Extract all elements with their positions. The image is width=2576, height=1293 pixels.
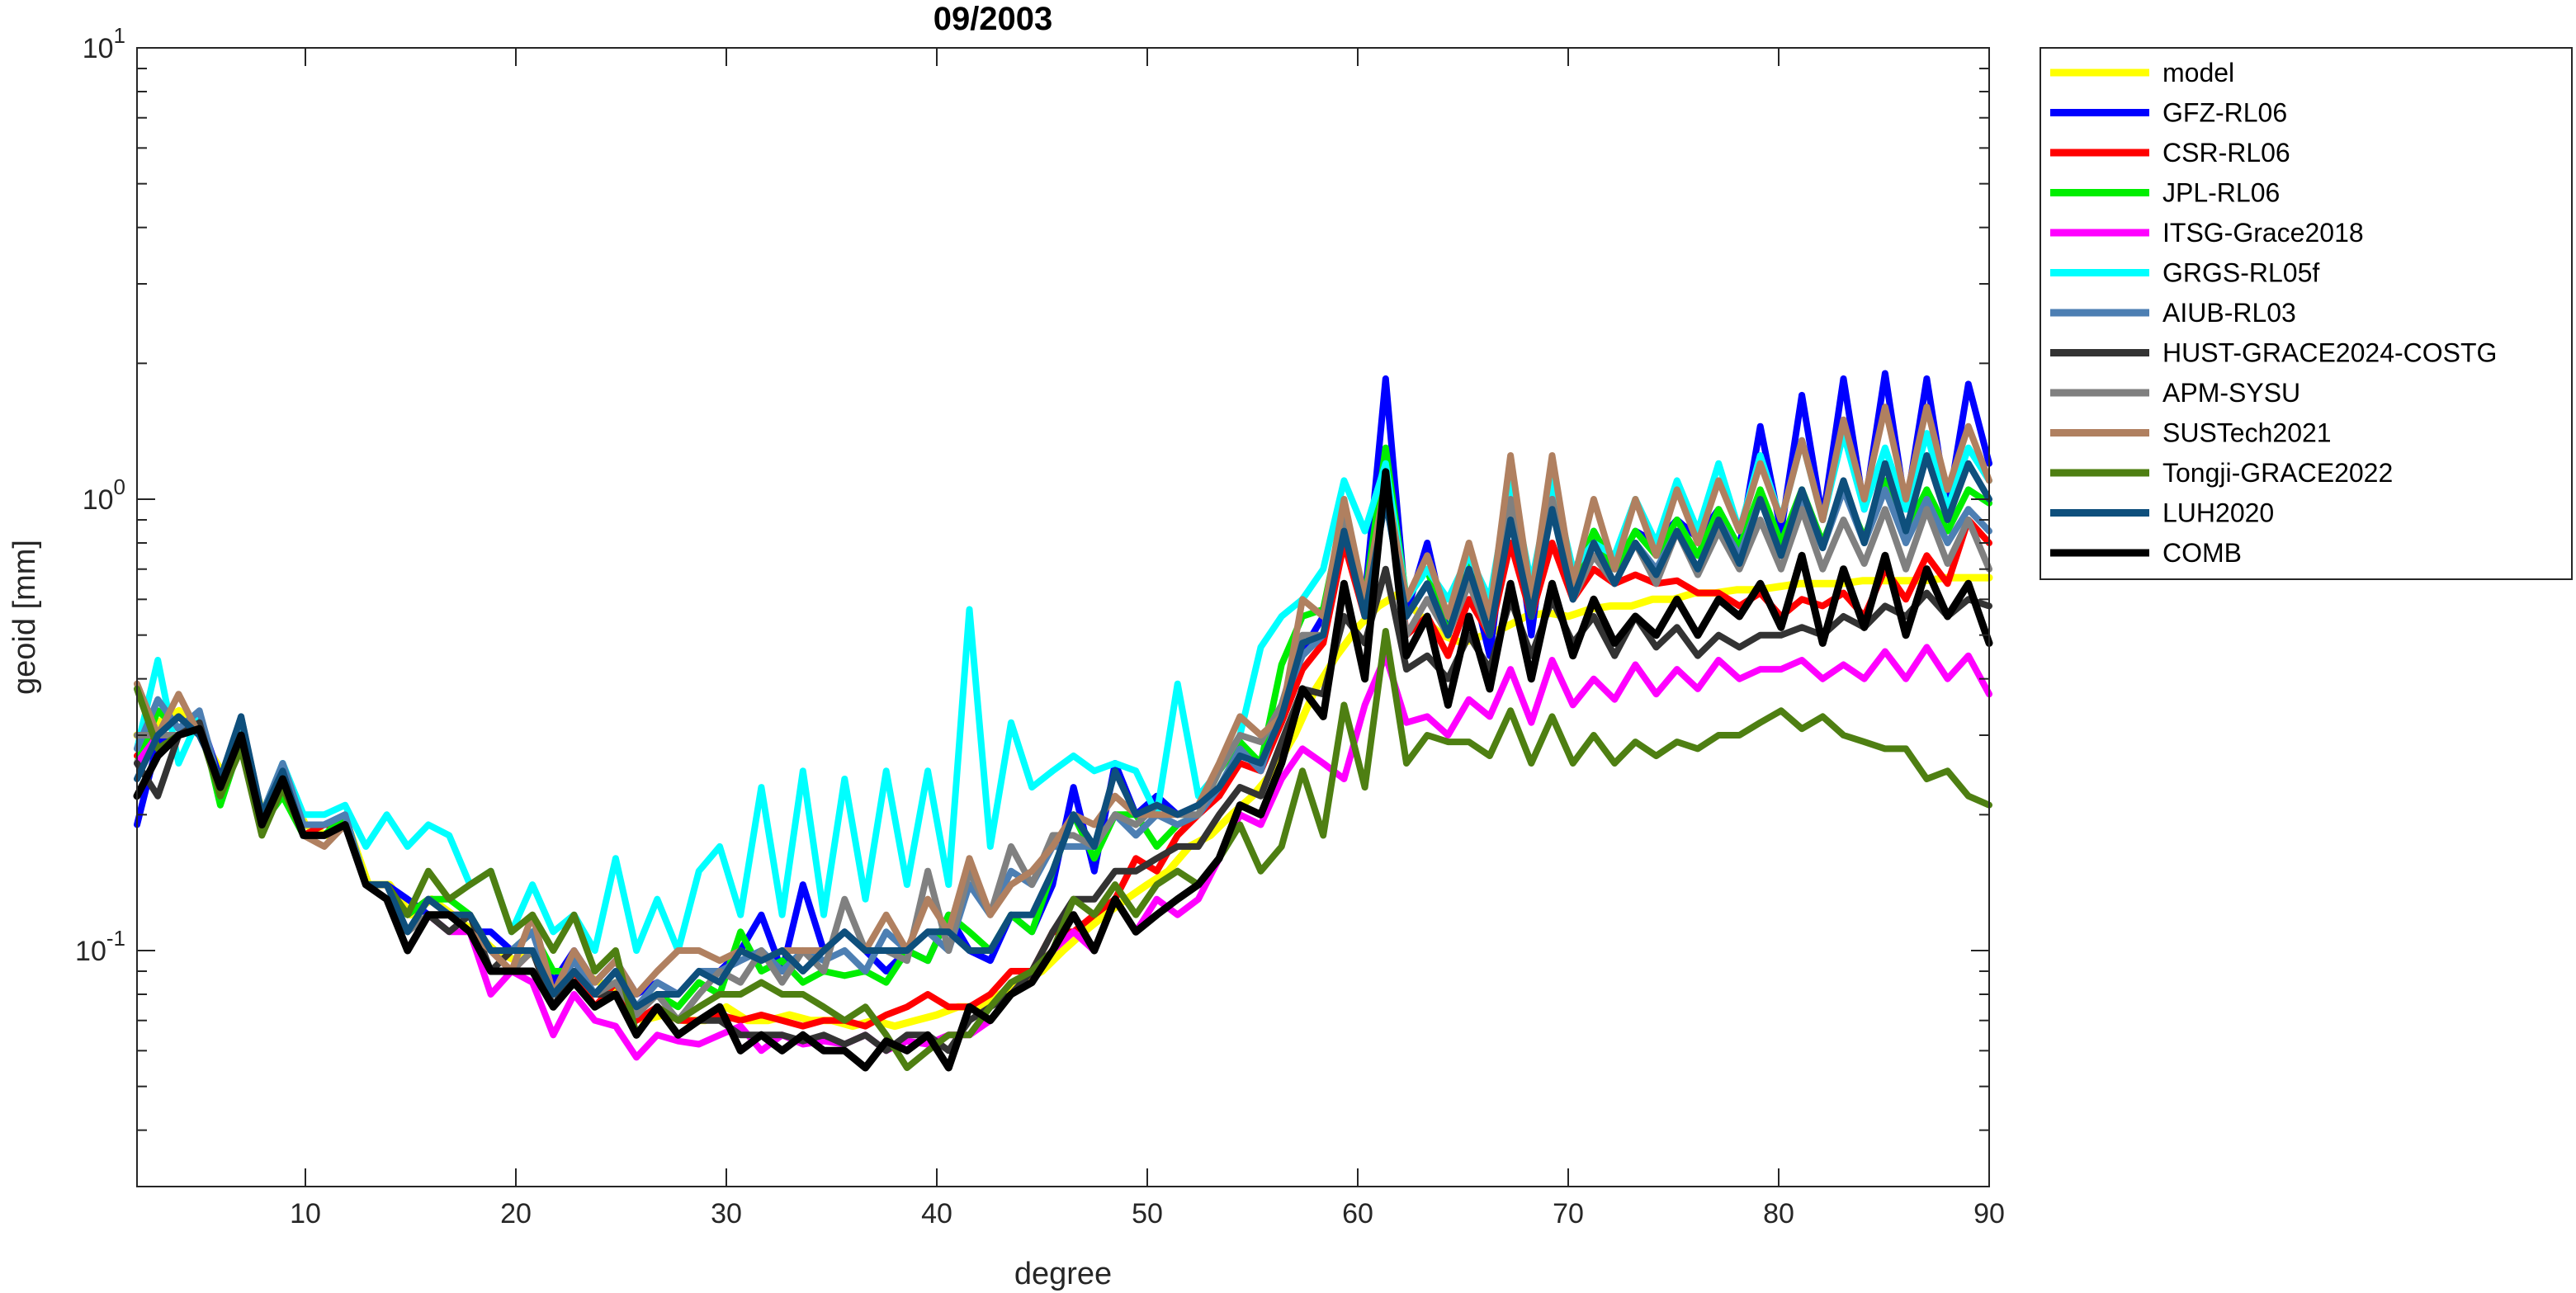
plot-frame [136, 47, 1990, 1187]
legend-label-9: SUSTech2021 [2162, 418, 2332, 448]
x-tick-label: 80 [1763, 1198, 1794, 1229]
legend-label-4: ITSG-Grace2018 [2162, 218, 2364, 248]
series-line-12 [133, 468, 1993, 1072]
y-tick-exponent: 1 [114, 23, 125, 48]
y-axis-label: geoid [mm] [7, 540, 42, 695]
y-tick-exponent: -1 [106, 926, 125, 951]
x-axis-label: degree [1014, 1257, 1112, 1291]
series-line-7 [134, 565, 1992, 1055]
x-tick-label: 90 [1973, 1198, 2005, 1229]
x-tick-label: 10 [290, 1198, 321, 1229]
legend-label-11: LUH2020 [2162, 498, 2274, 528]
chart-title: 09/2003 [934, 1, 1053, 37]
legend-label-12: COMB [2162, 538, 2242, 568]
legend-label-10: Tongji-GRACE2022 [2162, 458, 2393, 488]
legend-label-8: APM-SYSU [2162, 378, 2300, 408]
y-tick-base: 10 [83, 33, 114, 64]
series-line-5 [134, 430, 1992, 954]
x-tick-label: 50 [1132, 1198, 1163, 1229]
x-tick-label: 40 [921, 1198, 952, 1229]
y-tick-exponent: 0 [114, 474, 125, 499]
x-tick-label: 20 [500, 1198, 532, 1229]
legend-label-2: CSR-RL06 [2162, 138, 2290, 168]
y-tick-label: 101 [83, 23, 125, 64]
series-layer [133, 370, 1993, 1072]
legend-label-5: GRGS-RL05f [2162, 258, 2319, 288]
legend-label-3: JPL-RL06 [2162, 178, 2280, 208]
y-tick-label: 100 [83, 474, 125, 516]
x-tick-label: 60 [1342, 1198, 1373, 1229]
series-line-10 [134, 628, 1992, 1071]
y-tick-label: 10-1 [75, 926, 125, 967]
legend-label-7: HUST-GRACE2024-COSTG [2162, 338, 2497, 368]
y-tick-base: 10 [75, 936, 106, 967]
x-tick-label: 30 [711, 1198, 742, 1229]
legend-label-1: GFZ-RL06 [2162, 98, 2287, 128]
y-tick-base: 10 [83, 484, 114, 516]
x-tick-label: 70 [1553, 1198, 1584, 1229]
legend-label-6: AIUB-RL03 [2162, 298, 2296, 328]
legend: model GFZ-RL06 CSR-RL06 JPL-RL06 ITSG-Grace2… [2040, 47, 2573, 580]
legend-label-0: model [2162, 58, 2234, 87]
